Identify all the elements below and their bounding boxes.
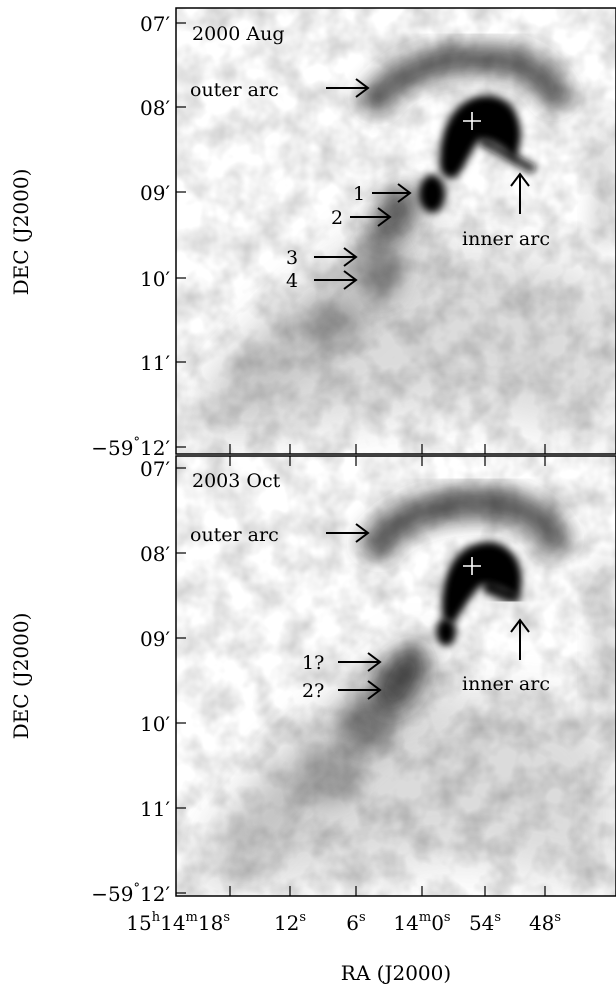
panel-frame — [175, 455, 616, 897]
arrow-knot-4 — [314, 270, 358, 290]
knot-4-label: 4 — [286, 270, 298, 292]
svg-text:54s: 54s — [469, 910, 501, 935]
svg-text:09′: 09′ — [140, 627, 170, 651]
knot-2-label: 2 — [331, 207, 343, 229]
inner-arc-label: inner arc — [462, 228, 550, 250]
dec-ticks-top — [176, 22, 186, 448]
dec-labels-top: 07′ 08′ 09′ 10′ 11′ −59°12′ — [91, 12, 170, 460]
ra-ticks-bottom — [229, 456, 546, 896]
epoch-label: 2003 Oct — [192, 470, 281, 492]
ra-ticks-top — [229, 444, 546, 454]
knot-2-label: 2? — [302, 680, 324, 702]
pulsar-marker — [463, 557, 481, 575]
arrow-inner-arc — [510, 172, 530, 214]
xray-image-2003 — [176, 456, 616, 896]
svg-text:15h14m18s: 15h14m18s — [126, 910, 230, 935]
svg-text:14m0s: 14m0s — [393, 910, 450, 935]
panel-bottom: 2003 Oct outer arc 1? 2? inner arc — [175, 455, 616, 897]
svg-text:07′: 07′ — [140, 12, 170, 36]
knot-1-label: 1? — [302, 652, 324, 674]
svg-text:48s: 48s — [529, 910, 561, 935]
svg-text:10′: 10′ — [140, 267, 170, 291]
outer-arc-label: outer arc — [190, 79, 279, 101]
y-axis-title-top: DEC (J2000) — [9, 169, 33, 296]
svg-text:11′: 11′ — [140, 797, 170, 821]
pulsar-marker — [463, 112, 481, 130]
dec-ticks-bottom — [176, 467, 186, 894]
svg-text:10′: 10′ — [140, 712, 170, 736]
y-axis-title-bottom: DEC (J2000) — [9, 613, 33, 740]
knot-3-label: 3 — [286, 247, 298, 269]
xray-image-2000 — [176, 8, 616, 454]
epoch-label: 2000 Aug — [192, 23, 285, 45]
svg-text:−59°12′: −59°12′ — [91, 881, 170, 906]
svg-text:09′: 09′ — [140, 181, 170, 205]
arrow-outer-arc — [326, 523, 370, 543]
x-axis-title: RA (J2000) — [341, 961, 451, 985]
panel-top: 2000 Aug outer arc 1 2 3 4 inner arc — [175, 7, 616, 455]
ra-labels: 15h14m18s 12s 6s 14m0s 54s 48s — [126, 910, 561, 935]
svg-text:6s: 6s — [346, 910, 365, 935]
arrow-inner-arc — [510, 618, 530, 660]
dec-labels-bottom: 07′ 08′ 09′ 10′ 11′ −59°12′ — [91, 457, 170, 906]
arrow-knot-1 — [338, 652, 382, 672]
svg-text:11′: 11′ — [140, 351, 170, 375]
arrow-knot-1 — [372, 183, 412, 203]
svg-text:08′: 08′ — [140, 542, 170, 566]
arrow-knot-2 — [350, 207, 392, 227]
arrow-outer-arc — [326, 78, 370, 98]
arrow-knot-3 — [314, 247, 358, 267]
inner-arc-label: inner arc — [462, 673, 550, 695]
outer-arc-label: outer arc — [190, 524, 279, 546]
svg-text:08′: 08′ — [140, 96, 170, 120]
svg-text:07′: 07′ — [140, 457, 170, 481]
svg-text:12s: 12s — [274, 910, 306, 935]
svg-text:−59°12′: −59°12′ — [91, 435, 170, 460]
panel-frame — [175, 7, 616, 455]
arrow-knot-2 — [338, 680, 382, 700]
knot-1-label: 1 — [353, 183, 365, 205]
